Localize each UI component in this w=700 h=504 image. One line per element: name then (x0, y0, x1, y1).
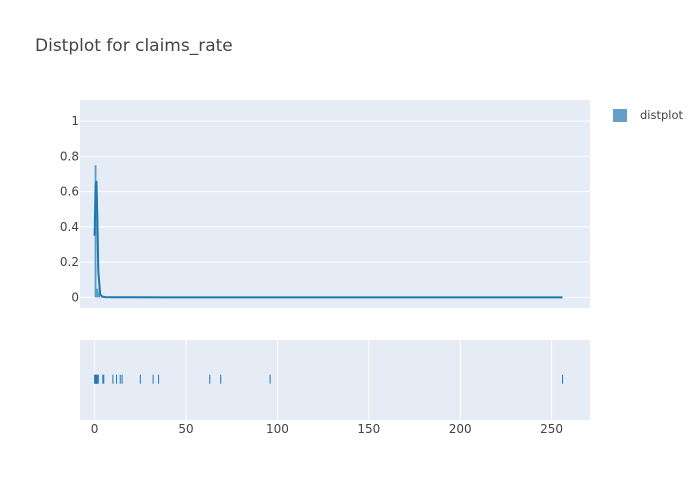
y-tick-label: 0.8 (60, 149, 79, 163)
kde-line (93, 180, 563, 299)
histogram-bar (96, 288, 99, 298)
x-tick-label: 250 (540, 422, 563, 436)
legend[interactable]: distplot (613, 108, 684, 122)
y-tick-label: 0.6 (60, 185, 79, 199)
x-tick-label: 150 (357, 422, 380, 436)
legend-item-distplot: distplot (640, 108, 684, 122)
y-tick-label: 0 (71, 290, 79, 304)
legend-swatch (613, 109, 627, 122)
main-y-tick-labels: 0 0.2 0.4 0.6 0.8 1 (60, 114, 79, 304)
x-tick-labels: 0 50 100 150 200 250 (91, 422, 563, 436)
x-tick-label: 100 (266, 422, 289, 436)
histogram-bar (98, 292, 101, 298)
y-tick-label: 0.4 (60, 220, 79, 234)
x-tick-label: 200 (449, 422, 472, 436)
chart-title: Distplot for claims_rate (35, 36, 233, 56)
rug-marks (94, 374, 564, 384)
y-tick-label: 1 (71, 114, 79, 128)
rug-plot-area (80, 340, 590, 420)
x-tick-label: 50 (178, 422, 193, 436)
main-plot-area (80, 100, 590, 308)
x-tick-label: 0 (91, 422, 99, 436)
y-tick-label: 0.2 (60, 255, 79, 269)
